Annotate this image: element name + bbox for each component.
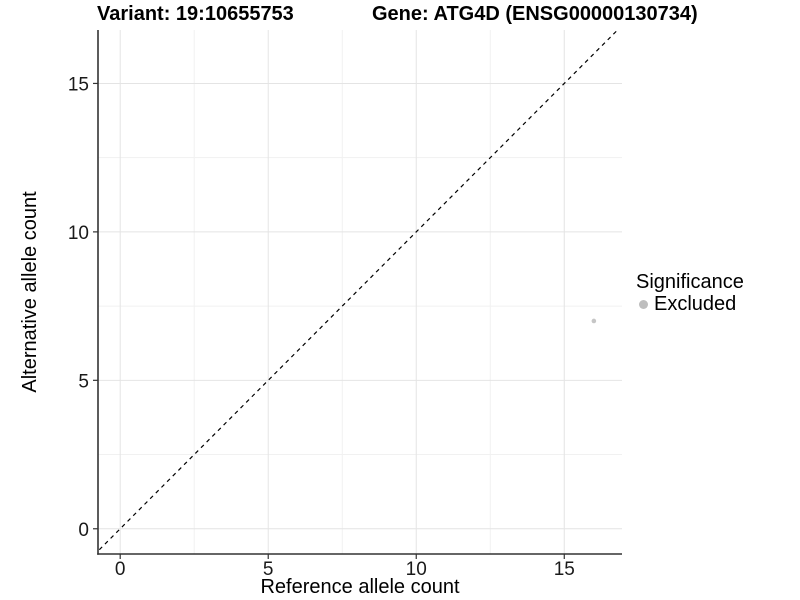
legend: Significance Excluded bbox=[636, 271, 744, 315]
x-axis-title: Reference allele count bbox=[260, 576, 459, 598]
legend-item-excluded: Excluded bbox=[636, 293, 744, 315]
y-tick-label: 15 bbox=[68, 74, 89, 95]
data-layer bbox=[98, 30, 619, 552]
grid-layer bbox=[98, 30, 622, 554]
y-axis-title: Alternative allele count bbox=[19, 191, 41, 393]
plot-title-gene: Gene: ATG4D (ENSG00000130734) bbox=[372, 3, 698, 25]
legend-title: Significance bbox=[636, 271, 744, 293]
legend-item-label: Excluded bbox=[654, 293, 737, 315]
identity-reference-line bbox=[98, 30, 619, 552]
data-point bbox=[591, 318, 597, 324]
x-tick-label: 0 bbox=[115, 559, 126, 580]
plot-title-variant: Variant: 19:10655753 bbox=[97, 3, 294, 25]
x-tick-label: 15 bbox=[554, 559, 575, 580]
y-tick-label: 5 bbox=[78, 371, 89, 392]
x-tick-label: 5 bbox=[263, 559, 274, 580]
y-tick-label: 0 bbox=[78, 520, 89, 541]
y-tick-label: 10 bbox=[68, 223, 89, 244]
legend-key-excluded-icon bbox=[639, 299, 648, 309]
axis-layer: 0 5 10 15 0 5 10 15 bbox=[68, 30, 622, 580]
x-tick-label: 10 bbox=[406, 559, 427, 580]
